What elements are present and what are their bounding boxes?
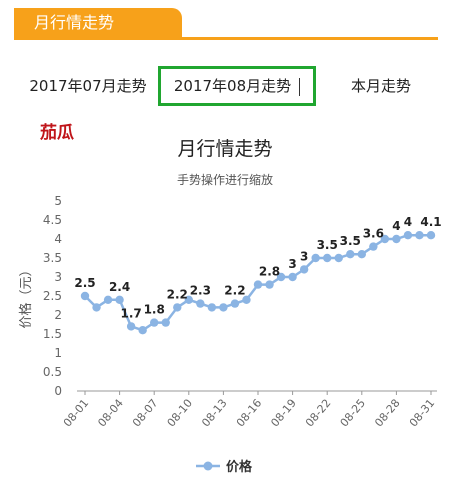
x-tick-label: 08-07 (130, 397, 161, 430)
y-axis-label: 价格（元） (18, 263, 34, 328)
x-tick-label: 08-13 (199, 397, 230, 430)
tab-august-2017[interactable]: 2017年08月走势 (158, 66, 316, 106)
data-point (253, 280, 263, 289)
data-label: 2.2 (167, 287, 188, 301)
data-point (173, 303, 182, 312)
data-point (415, 231, 424, 240)
x-tick-label: 08-19 (268, 397, 299, 430)
data-point (323, 253, 332, 263)
data-point (380, 234, 390, 244)
data-point (150, 318, 159, 327)
data-label: 1.8 (144, 303, 165, 317)
data-point (357, 250, 366, 259)
data-label: 2.8 (259, 265, 280, 279)
x-tick-label: 08-10 (165, 397, 196, 430)
data-point (311, 253, 320, 263)
data-label: 3 (288, 257, 296, 271)
data-point (196, 299, 205, 308)
y-tick-label: 3.5 (43, 251, 62, 265)
data-point (299, 265, 309, 274)
y-tick-label: 4.5 (43, 213, 62, 227)
data-point (184, 295, 193, 304)
data-point (346, 250, 355, 259)
data-point (334, 253, 343, 263)
data-point (103, 295, 113, 304)
data-point (230, 299, 240, 308)
data-point (265, 280, 274, 289)
chart-subtitle: 手势操作进行缩放 (177, 172, 273, 187)
data-point (161, 318, 170, 327)
x-tick-label: 08-16 (234, 397, 265, 430)
x-tick-label: 08-01 (61, 397, 92, 430)
tab-this-month[interactable]: 本月走势 (350, 77, 411, 95)
y-tick-label: 3 (54, 270, 62, 284)
x-tick-label: 08-22 (303, 397, 334, 430)
data-label: 2.5 (74, 276, 95, 290)
month-tabs: 2017年07月走势 2017年08月走势 本月走势 (0, 66, 450, 106)
x-tick-label: 08-25 (338, 397, 369, 430)
y-tick-label: 2 (54, 308, 62, 322)
data-point (403, 231, 413, 240)
data-point (207, 303, 217, 312)
x-tick-label: 08-28 (372, 397, 403, 430)
data-label: 1.7 (121, 306, 142, 320)
data-point (126, 322, 136, 331)
x-tick-label: 08-04 (95, 397, 126, 430)
legend-label: 价格 (226, 459, 253, 475)
tab-august-label: 2017年08月走势 (173, 77, 292, 95)
data-point (242, 295, 251, 304)
data-label: 3.5 (317, 238, 338, 252)
data-label: 3.6 (363, 227, 384, 241)
data-point (426, 231, 436, 240)
data-label: 3 (300, 249, 308, 263)
data-point (369, 242, 378, 251)
data-point (138, 326, 147, 335)
data-point (276, 272, 286, 282)
x-tick-label: 08-31 (407, 397, 438, 430)
data-label: 4.1 (420, 215, 441, 229)
data-point (80, 291, 90, 301)
section-header: 月行情走势 (14, 0, 438, 40)
y-tick-label: 0.5 (43, 365, 62, 379)
data-point (115, 295, 124, 304)
section-title: 月行情走势 (14, 8, 182, 38)
y-tick-label: 1 (54, 346, 62, 360)
text-caret (299, 77, 301, 96)
data-label: 4 (404, 215, 412, 229)
vegetable-name: 茄瓜 (40, 123, 74, 143)
y-tick-label: 1.5 (43, 327, 62, 341)
y-tick-label: 5 (54, 194, 62, 208)
tab-july-2017[interactable]: 2017年07月走势 (29, 77, 147, 95)
chart-title: 月行情走势 (177, 138, 272, 160)
data-label: 2.3 (190, 284, 211, 298)
data-label: 2.4 (109, 280, 130, 294)
data-point (219, 303, 228, 312)
y-tick-label: 4 (54, 232, 62, 246)
data-point (392, 234, 401, 244)
y-tick-label: 2.5 (43, 289, 62, 303)
data-label: 3.5 (340, 234, 361, 248)
data-label: 2.2 (224, 284, 245, 298)
data-point (288, 272, 297, 282)
legend-marker (203, 461, 213, 471)
data-label: 4 (392, 219, 400, 233)
data-point (92, 303, 101, 312)
y-tick-label: 0 (54, 384, 62, 398)
